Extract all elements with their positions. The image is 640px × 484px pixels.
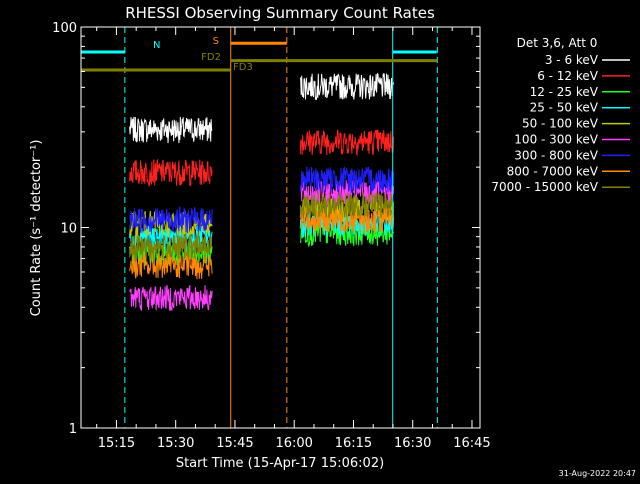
y-tick-label: 1: [69, 422, 77, 437]
legend-label: 100 - 300 keV: [514, 133, 598, 147]
flag-label: N: [153, 40, 160, 51]
series-line: [129, 179, 395, 311]
legend-title: Det 3,6, Att 0: [517, 36, 598, 50]
legend-label: 7000 - 15000 keV: [491, 180, 598, 194]
x-tick-label: 15:30: [157, 436, 194, 451]
legend-label: 6 - 12 keV: [537, 69, 599, 83]
legend: 3 - 6 keV 6 - 12 keV 12 - 25 keV 25 - 50 ke…: [491, 53, 630, 194]
x-tick-label: 15:45: [216, 436, 253, 451]
x-tick-label: 15:15: [98, 436, 135, 451]
legend-label: 12 - 25 keV: [530, 85, 599, 99]
legend-label: 300 - 800 keV: [514, 148, 598, 162]
flag-label: FD3: [233, 62, 253, 73]
y-axis-label: Count Rate (s⁻¹ detector⁻¹): [29, 140, 44, 317]
y-tick-label: 100: [52, 21, 77, 36]
legend-label: 800 - 7000 keV: [507, 164, 599, 178]
x-tick-label: 16:30: [394, 436, 431, 451]
legend-label: 50 - 100 keV: [522, 117, 599, 131]
footer-timestamp: 31-Aug-2022 20:47: [559, 469, 636, 478]
series-line: [129, 72, 395, 144]
series-line: [129, 207, 395, 280]
x-tick-label: 16:15: [335, 436, 372, 451]
y-tick-label: 10: [60, 222, 77, 237]
series-line: [129, 166, 395, 234]
series-line: [129, 129, 395, 188]
chart-title: RHESSI Observing Summary Count Rates: [125, 4, 435, 22]
flag-label: S: [213, 36, 219, 47]
plot-area: N S FD2 FD3 15:15 15:30 15:45 16:00 16:15 16:30 16…: [52, 21, 491, 451]
series-line: [129, 192, 395, 262]
x-tick-label: 16:45: [453, 436, 490, 451]
flag-label: FD2: [201, 52, 221, 63]
legend-label: 25 - 50 keV: [530, 101, 599, 115]
x-tick-label: 16:00: [275, 436, 312, 451]
legend-label: 3 - 6 keV: [545, 53, 599, 67]
x-axis-label: Start Time (15-Apr-17 15:06:02): [176, 456, 384, 471]
